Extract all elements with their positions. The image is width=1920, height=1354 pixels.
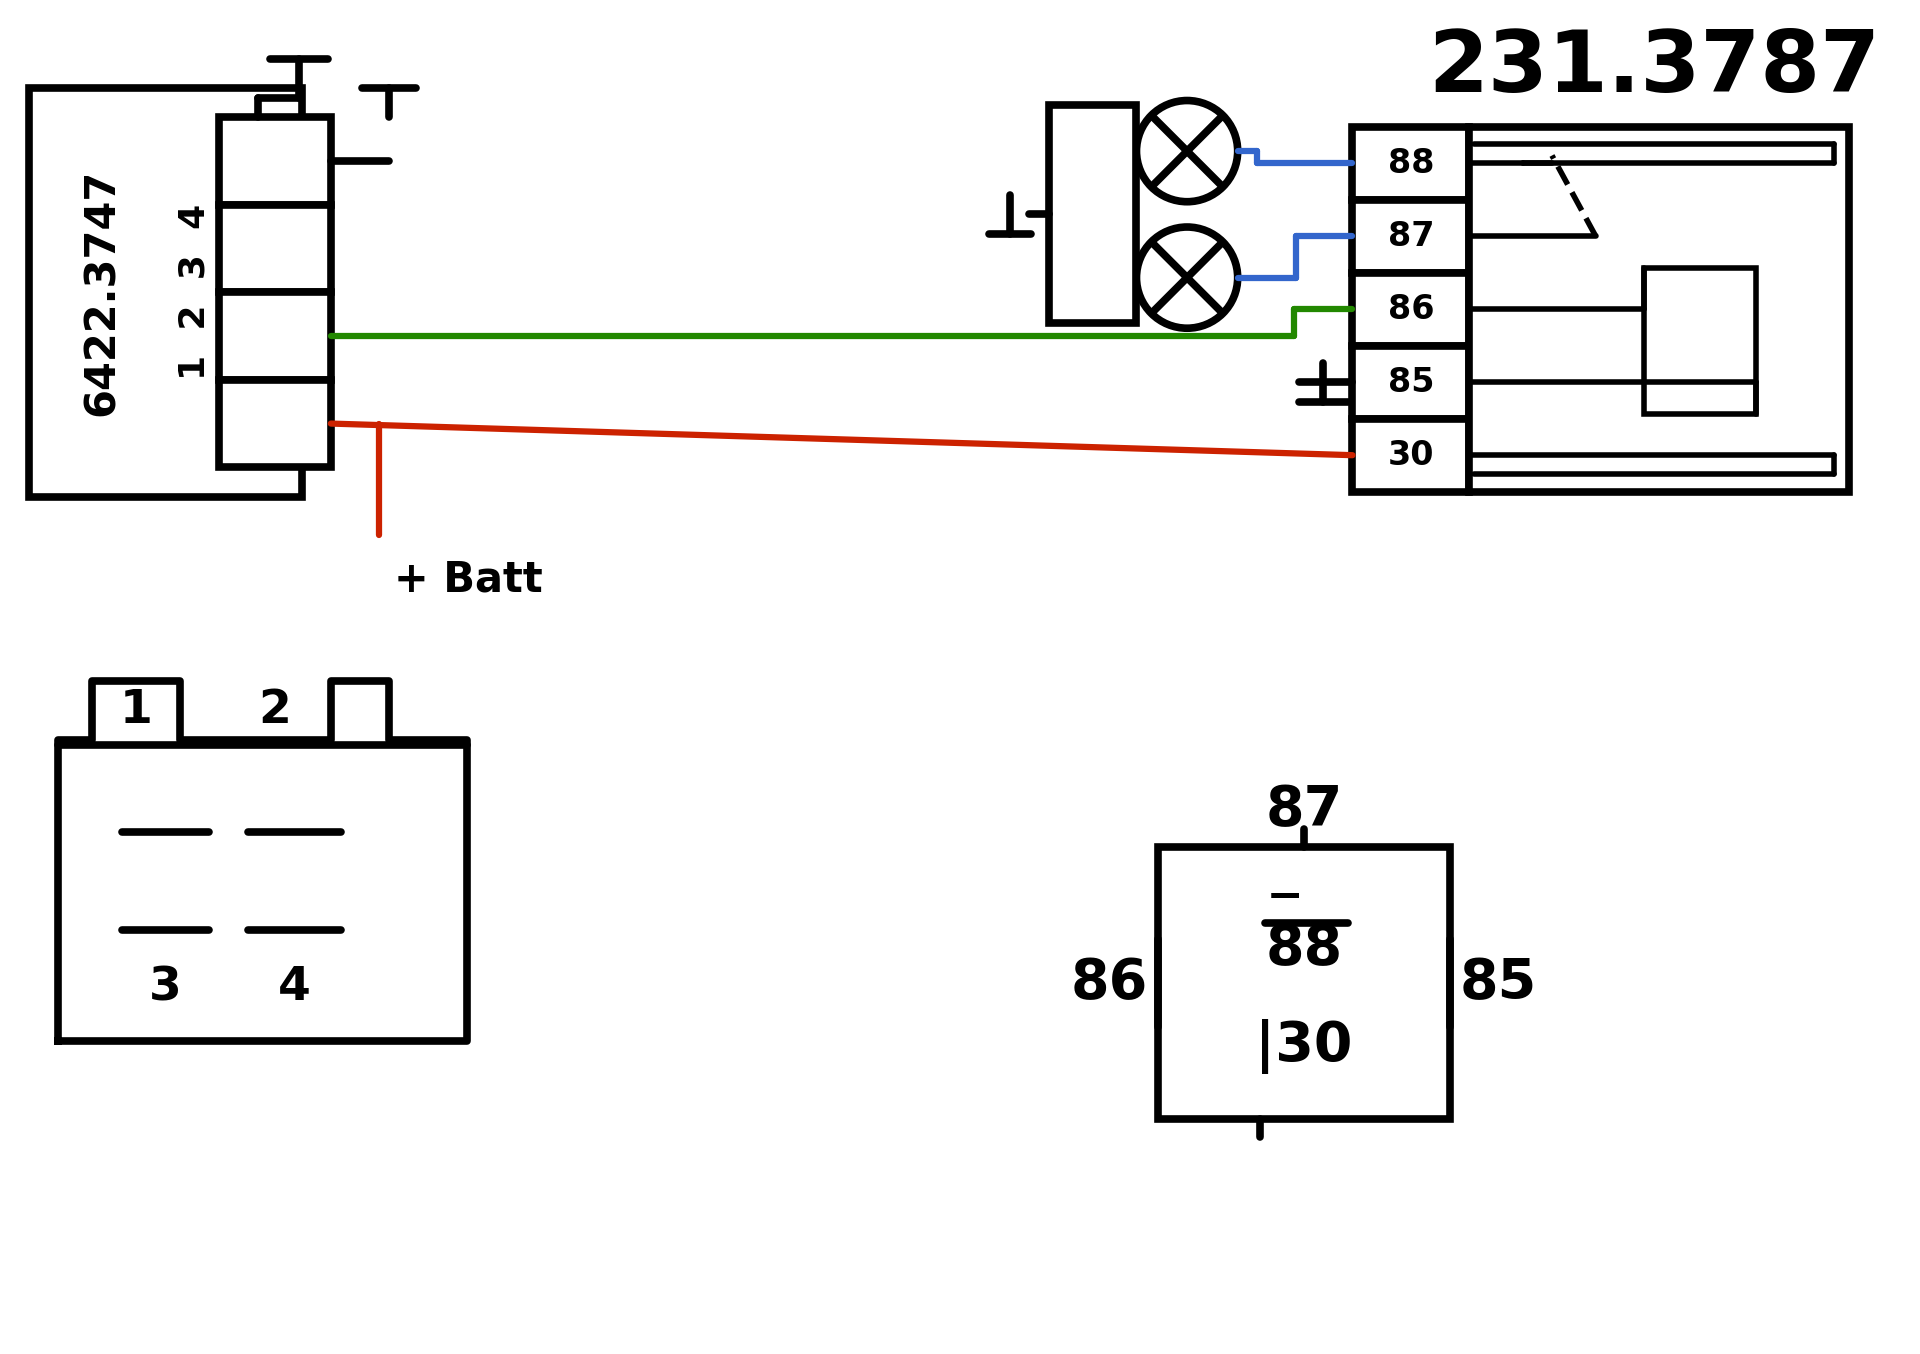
- Bar: [1048, 106, 1137, 324]
- Bar: [219, 379, 330, 467]
- Circle shape: [1137, 227, 1238, 328]
- Circle shape: [1137, 100, 1238, 202]
- Text: 86: 86: [1388, 292, 1434, 326]
- Bar: [1352, 200, 1469, 272]
- Text: 88: 88: [1388, 146, 1434, 180]
- Text: 1  2  3  4: 1 2 3 4: [179, 204, 211, 380]
- Text: 231.3787: 231.3787: [1428, 27, 1880, 110]
- Text: 2: 2: [259, 688, 292, 733]
- Text: 30: 30: [1388, 439, 1434, 471]
- Bar: [1644, 268, 1757, 414]
- Text: + Batt: + Batt: [394, 558, 543, 600]
- Bar: [1352, 418, 1469, 492]
- Text: 87: 87: [1265, 783, 1342, 837]
- Text: 6422.3747: 6422.3747: [81, 168, 123, 416]
- Bar: [1158, 846, 1450, 1120]
- Text: 85: 85: [1459, 956, 1538, 1010]
- Text: 1: 1: [119, 688, 154, 733]
- Text: 3: 3: [150, 965, 182, 1010]
- Text: 86: 86: [1071, 956, 1148, 1010]
- Text: 4: 4: [276, 965, 311, 1010]
- Text: 85: 85: [1388, 366, 1434, 398]
- Text: |30: |30: [1256, 1018, 1352, 1074]
- Bar: [1352, 127, 1469, 200]
- Bar: [219, 116, 330, 204]
- Bar: [29, 88, 301, 497]
- Bar: [219, 292, 330, 379]
- Bar: [1352, 345, 1469, 418]
- Bar: [219, 204, 330, 292]
- Bar: [1352, 272, 1469, 345]
- Text: 87: 87: [1388, 219, 1434, 253]
- Bar: [1469, 127, 1849, 492]
- Text: 88: 88: [1265, 922, 1342, 976]
